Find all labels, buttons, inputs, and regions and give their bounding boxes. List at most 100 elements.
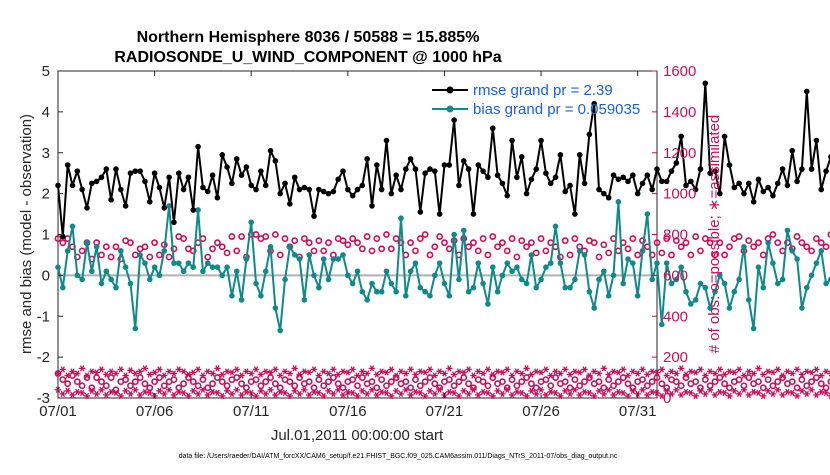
- possible-obs-marker: [499, 239, 506, 247]
- possible-obs-marker: [455, 378, 463, 386]
- possible-obs-marker: [624, 380, 632, 388]
- possible-obs-marker: [721, 380, 729, 388]
- rmse-point: [417, 209, 424, 215]
- rmse-point: [634, 190, 641, 197]
- bias-point: [456, 276, 462, 283]
- possible-obs-marker: [98, 251, 105, 259]
- assimilated-obs-marker: [291, 387, 298, 394]
- possible-obs-marker: [252, 376, 260, 384]
- rmse-point: [354, 186, 361, 193]
- possible-obs-marker: [276, 384, 284, 392]
- assimilated-obs-marker: [248, 389, 255, 396]
- assimilated-obs-marker: [344, 388, 352, 395]
- possible-obs-marker: [460, 374, 468, 381]
- possible-obs-marker: [416, 235, 424, 242]
- assimilated-obs-marker: [146, 371, 153, 378]
- bias-point: [451, 231, 457, 238]
- bias-point: [383, 268, 390, 275]
- possible-obs-marker: [262, 378, 270, 386]
- rmse-point: [422, 170, 428, 176]
- assimilated-obs-marker: [310, 366, 318, 373]
- bias-point: [489, 264, 496, 271]
- assimilated-obs-marker: [639, 366, 646, 373]
- possible-obs-marker: [358, 374, 366, 381]
- rmse-point: [325, 190, 332, 197]
- possible-obs-marker: [276, 251, 284, 259]
- assimilated-obs-marker: [721, 389, 728, 396]
- possible-obs-marker: [131, 378, 139, 386]
- possible-obs-marker: [291, 237, 299, 245]
- possible-obs-marker: [368, 247, 376, 255]
- assimilated-obs-marker: [595, 370, 603, 377]
- bias-point: [803, 284, 810, 291]
- bias-point: [557, 260, 564, 266]
- assimilated-obs-marker: [706, 386, 714, 393]
- possible-obs-marker: [102, 382, 110, 390]
- assimilated-obs-marker: [818, 372, 825, 379]
- possible-obs-marker: [233, 374, 241, 381]
- bias-point: [316, 284, 322, 291]
- possible-obs-marker: [112, 243, 120, 251]
- possible-obs-marker: [793, 384, 801, 392]
- bias-point: [596, 276, 602, 283]
- possible-obs-marker: [590, 239, 598, 247]
- legend-bias-marker: [446, 105, 454, 113]
- y-left-tick-label: 5: [42, 63, 50, 80]
- assimilated-obs-marker: [107, 388, 115, 395]
- assimilated-obs-marker: [499, 369, 506, 376]
- assimilated-obs-marker: [93, 369, 100, 376]
- bias-point: [359, 288, 366, 295]
- assimilated-obs-marker: [305, 391, 313, 399]
- assimilated-obs-marker: [402, 386, 410, 393]
- rmse-point: [736, 180, 742, 187]
- possible-obs-marker: [774, 378, 782, 386]
- assimilated-obs-marker: [750, 388, 757, 395]
- y-axis-label-right: # of obs: o=possible; ∗=assimilated: [706, 115, 723, 354]
- possible-obs-marker: [817, 380, 825, 388]
- assimilated-obs-marker: [103, 371, 110, 378]
- rmse-point: [567, 182, 573, 189]
- assimilated-obs-marker: [789, 370, 796, 377]
- assimilated-obs-marker: [228, 369, 236, 376]
- bias-point: [335, 256, 341, 262]
- possible-obs-marker: [827, 231, 830, 238]
- possible-obs-marker: [387, 245, 395, 253]
- possible-obs-marker: [93, 374, 101, 381]
- assimilated-obs-marker: [267, 369, 274, 376]
- possible-obs-marker: [759, 384, 767, 392]
- rmse-point: [451, 117, 457, 123]
- bias-point: [470, 284, 477, 291]
- plot-area: [57, 70, 658, 399]
- assimilated-obs-marker: [740, 386, 748, 393]
- possible-obs-marker: [711, 251, 719, 259]
- bias-point: [678, 264, 684, 271]
- assimilated-obs-marker: [412, 388, 419, 395]
- possible-obs-marker: [494, 243, 501, 251]
- x-tick-label: 07/21: [426, 403, 464, 420]
- possible-obs-marker: [798, 239, 806, 247]
- assimilated-obs-marker: [320, 368, 327, 375]
- y-right-tick-label: 0: [663, 390, 671, 407]
- possible-obs-marker: [223, 249, 231, 257]
- rmse-point: [238, 172, 245, 179]
- bias-point: [79, 276, 85, 283]
- assimilated-obs-marker: [74, 370, 81, 377]
- assimilated-obs-marker: [223, 387, 231, 394]
- assimilated-obs-marker: [252, 392, 260, 400]
- possible-obs-marker: [238, 380, 245, 388]
- y-left-tick-label: 2: [42, 186, 50, 203]
- bias-point: [601, 268, 607, 275]
- bias-point: [301, 297, 308, 303]
- assimilated-obs-marker: [83, 392, 91, 400]
- possible-obs-marker: [523, 374, 530, 381]
- assimilated-obs-marker: [610, 391, 617, 399]
- bias-series-layer: [55, 199, 830, 334]
- rmse-point: [282, 180, 288, 187]
- possible-obs-marker: [228, 233, 236, 240]
- rmse-point: [427, 166, 433, 172]
- assimilated-obs-marker: [248, 370, 255, 377]
- rmse-point: [688, 178, 694, 185]
- rmse-point: [518, 154, 525, 160]
- assimilated-obs-marker: [69, 391, 76, 399]
- assimilated-obs-marker: [378, 388, 385, 395]
